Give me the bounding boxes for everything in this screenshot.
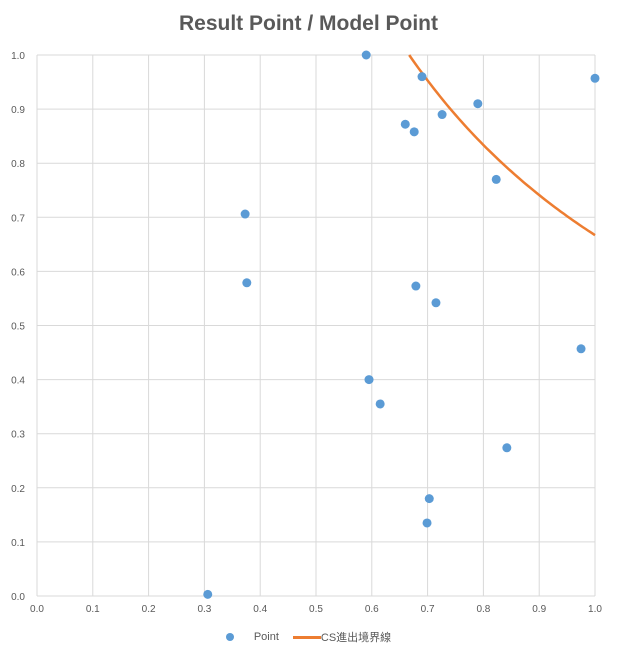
data-point [473,99,483,109]
x-tick-label: 1.0 [588,604,602,615]
legend-label-point: Point [253,631,279,643]
x-tick-label: 0.7 [421,604,435,615]
data-point [411,281,421,291]
legend-item-point: Point [225,629,279,645]
legend-marker-point [225,633,234,641]
y-tick-label: 0.8 [11,159,25,170]
boundary-line [408,54,596,237]
y-tick-label: 0.2 [11,484,25,495]
data-point [431,298,441,308]
data-point [422,518,432,528]
x-tick-label: 0.6 [365,604,379,615]
data-point [242,278,252,288]
y-tick-label: 0.5 [11,322,25,333]
x-tick-label: 0.4 [253,604,267,615]
data-point [502,443,512,453]
data-point [590,73,600,83]
chart-title: Result Point / Model Point [179,12,438,35]
data-point [437,110,447,120]
data-point [364,375,374,385]
data-point [491,174,501,184]
x-tick-label: 0.5 [309,604,323,615]
y-tick-label: 0.3 [11,430,25,441]
y-tick-label: 0.1 [11,538,25,549]
y-tick-label: 0.6 [11,267,25,278]
legend-item-boundary: CS進出境界線 [292,629,392,645]
y-tick-label: 0.4 [11,376,25,387]
data-point [400,119,410,129]
data-point [576,344,586,354]
data-point [203,589,213,599]
x-tick-label: 0.8 [476,604,490,615]
x-tick-label: 0.1 [86,604,100,615]
x-tick-label: 0.9 [532,604,546,615]
data-point [375,399,385,409]
x-tick-label: 0.0 [30,604,44,615]
legend-marker-boundary [292,635,321,639]
data-point [417,72,427,82]
x-tick-label: 0.2 [142,604,156,615]
legend: Point CS進出境界線 [0,629,617,645]
data-point [240,209,250,219]
y-tick-label: 1.0 [11,51,25,62]
legend-label-boundary: CS進出境界線 [320,632,392,644]
x-tick-label: 0.3 [197,604,211,615]
y-tick-label: 0.0 [11,592,25,603]
y-tick-label: 0.7 [11,213,25,224]
data-point [361,50,371,60]
y-tick-label: 0.9 [11,105,25,116]
data-point [409,127,419,137]
data-point [424,494,434,504]
